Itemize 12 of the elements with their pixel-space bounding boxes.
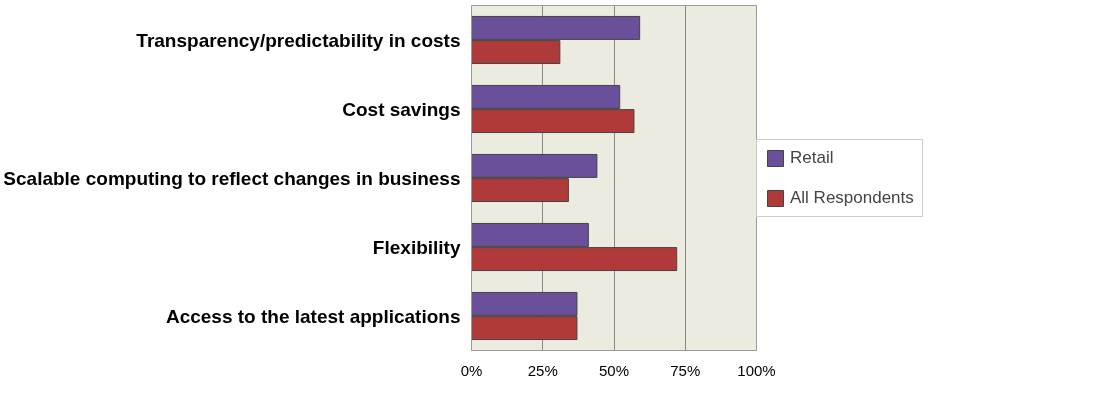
y-tick-label: Cost savings bbox=[342, 98, 461, 120]
x-tick-label: 75% bbox=[670, 361, 701, 379]
x-tick-label: 25% bbox=[527, 361, 558, 379]
x-tick-label: 100% bbox=[737, 361, 776, 379]
y-tick-label: Scalable computing to reflect changes in business bbox=[3, 167, 461, 189]
legend-label: Retail bbox=[790, 147, 834, 168]
x-tick-label: 0% bbox=[460, 361, 483, 379]
x-tick-label: 50% bbox=[598, 361, 630, 379]
legend-label: All Respondents bbox=[790, 187, 914, 208]
y-tick-label: Transparency/predictability in costs bbox=[136, 29, 461, 51]
y-tick-label: Access to the latest applications bbox=[165, 305, 461, 327]
y-tick-label: Flexibility bbox=[372, 236, 461, 258]
